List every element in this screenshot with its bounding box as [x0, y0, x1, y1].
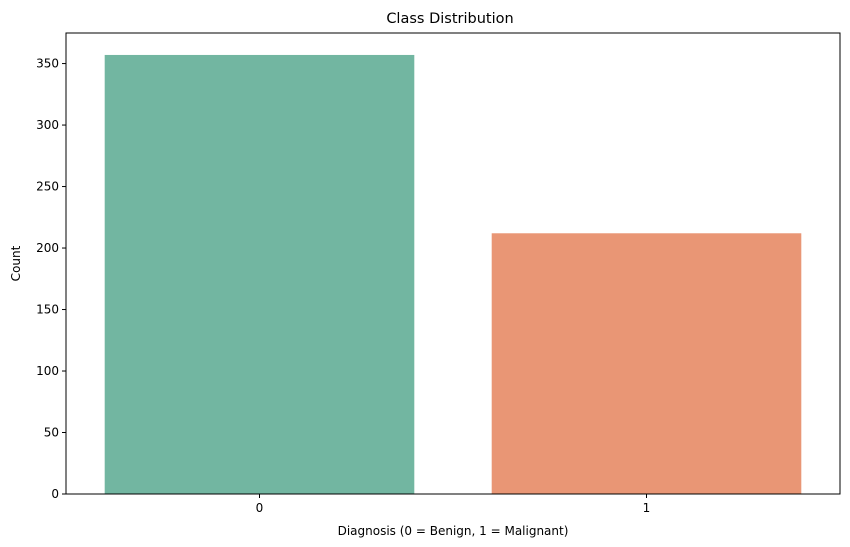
chart-title: Class Distribution: [386, 11, 513, 27]
y-tick-label: 200: [36, 241, 59, 255]
x-tick-label: 1: [643, 501, 651, 515]
y-tick-label: 0: [51, 487, 59, 501]
y-axis-label: Count: [9, 245, 23, 281]
y-tick-label: 100: [36, 364, 59, 378]
y-axis-ticks: 0 50 100 150 200 250 300 350: [36, 57, 66, 501]
x-tick-label: 0: [256, 501, 264, 515]
y-tick-label: 50: [44, 426, 59, 440]
y-tick-label: 350: [36, 57, 59, 71]
bar-1: [491, 233, 802, 494]
bars: [104, 54, 802, 494]
y-tick-label: 150: [36, 303, 59, 317]
x-axis-label: Diagnosis (0 = Benign, 1 = Malignant): [338, 524, 569, 538]
plot-frame: [65, 32, 841, 495]
y-tick-label: 250: [36, 180, 59, 194]
y-tick-label: 300: [36, 118, 59, 132]
bar-0: [104, 54, 415, 494]
